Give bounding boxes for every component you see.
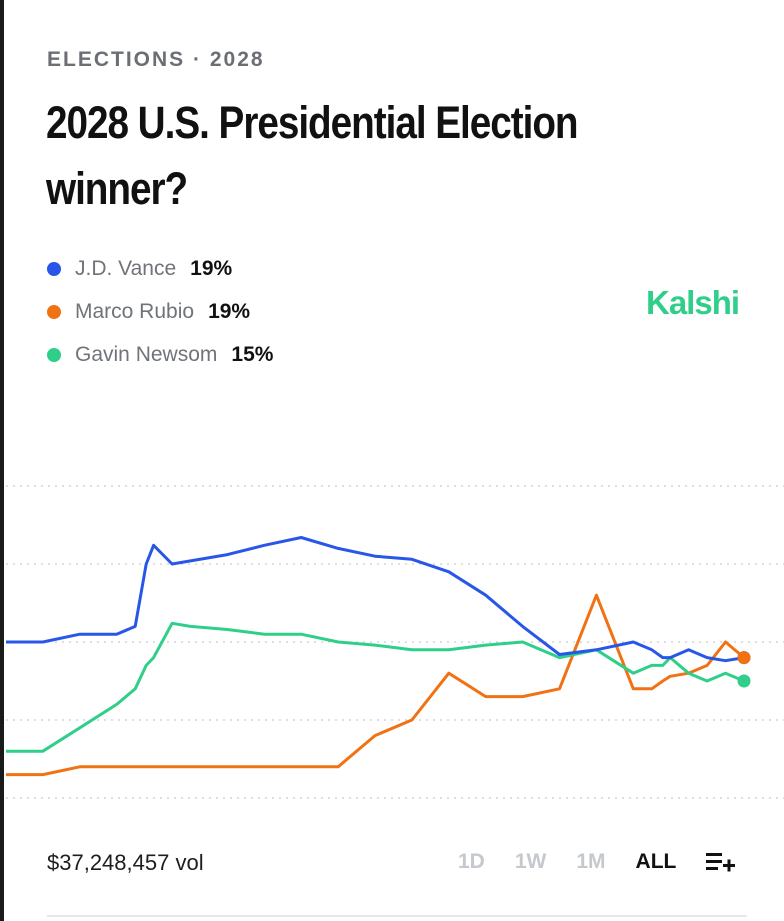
legend-item-newsom[interactable]: Gavin Newsom 15% [47,333,273,376]
left-edge-bar [0,0,4,921]
page-title: 2028 U.S. Presidential Election winner? [46,97,579,214]
rubio-dot [47,304,61,319]
legend-percent: 19% [190,256,233,280]
series-endpoint-marco-rubio [737,651,751,665]
legend: J.D. Vance 19% Marco Rubio 19% Gavin New… [47,247,273,376]
volume-label: $37,248,457 vol [47,850,204,875]
bottom-divider [47,915,747,917]
legend-name: J.D. Vance [75,256,177,280]
legend-percent: 19% [208,299,251,323]
series-line-marco-rubio [6,593,745,777]
series-endpoint-newsom [737,674,751,688]
category-kicker: ELECTIONS · 2028 [47,48,265,71]
legend-item-vance[interactable]: J.D. Vance 19% [47,247,273,290]
price-chart[interactable] [0,395,784,815]
legend-percent: 15% [231,342,274,366]
time-range-selector: 1D 1W 1M ALL [458,850,736,874]
range-1m[interactable]: 1M [576,850,606,873]
series-line-j-d-vance [6,536,745,663]
legend-name: Marco Rubio [75,299,195,323]
series-line-newsom [6,621,745,753]
range-all[interactable]: ALL [635,850,677,873]
list-add-icon[interactable] [706,851,736,873]
range-1d[interactable]: 1D [458,850,485,873]
brand-logo: Kalshi [646,284,740,321]
newsom-dot [47,347,61,362]
legend-name: Gavin Newsom [75,342,218,366]
legend-item-rubio[interactable]: Marco Rubio 19% [47,290,273,333]
vance-dot [47,261,61,276]
range-1w[interactable]: 1W [514,850,547,873]
